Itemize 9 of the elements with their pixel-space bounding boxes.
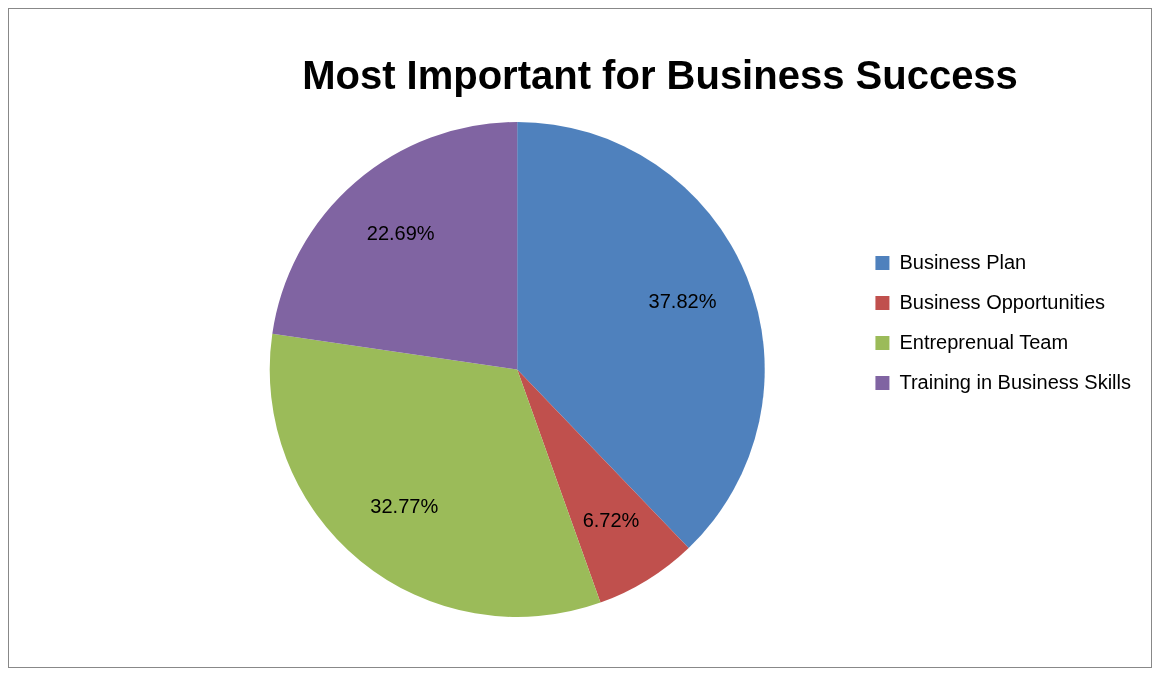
data-label: 37.82% (648, 290, 717, 313)
data-label: 6.72% (582, 508, 640, 531)
data-label: 22.69% (366, 222, 435, 245)
legend-label: Training in Business Skills (899, 370, 1132, 393)
data-label: 32.77% (370, 494, 439, 517)
legend-label: Business Plan (899, 250, 1027, 273)
chart-title: Most Important for Business Success (302, 53, 1018, 98)
legend-label: Business Opportunities (899, 290, 1106, 313)
legend-label: Entreprenual Team (899, 330, 1069, 353)
